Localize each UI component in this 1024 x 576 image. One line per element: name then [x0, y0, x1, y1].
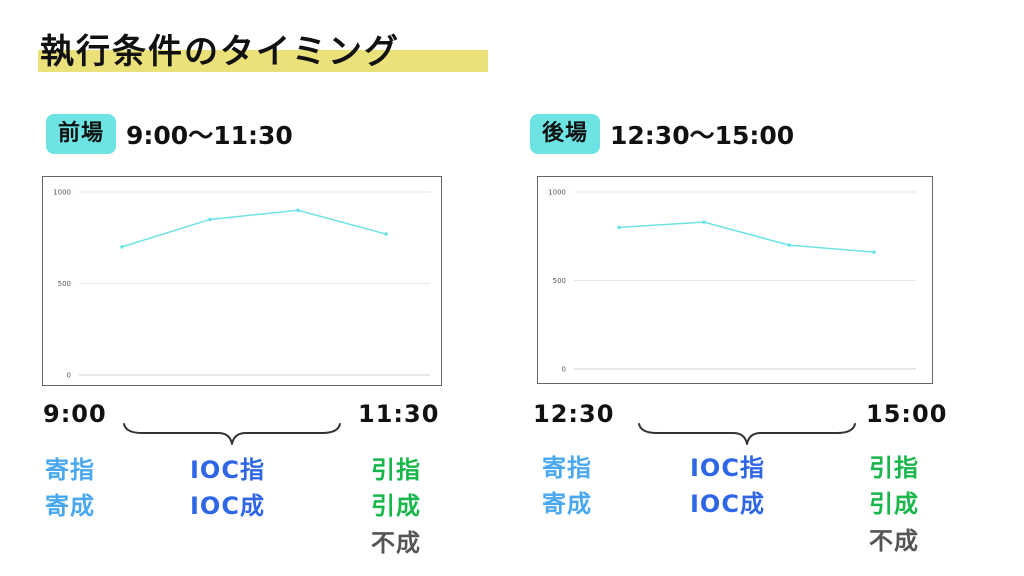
afternoon-chart-data-point — [702, 220, 706, 224]
morning-open-market: 寄成 — [45, 492, 95, 520]
afternoon-close-limit: 引指 — [869, 454, 919, 482]
afternoon-funari: 不成 — [869, 527, 919, 555]
morning-open-limit: 寄指 — [45, 456, 95, 484]
morning-session-badge: 前場 — [46, 114, 117, 154]
afternoon-session-header: 後場 12:30〜15:00 — [530, 113, 794, 155]
morning-chart-series-line — [121, 209, 387, 248]
afternoon-chart-data-point — [872, 250, 876, 254]
brace-icon — [638, 423, 856, 445]
afternoon-chart-y-tick-label: 0 — [562, 366, 566, 374]
afternoon-chart-data-point — [787, 243, 791, 247]
title-highlight — [38, 50, 488, 72]
morning-ioc-limit: IOC指 — [190, 456, 265, 484]
morning-ioc-market: IOC成 — [190, 492, 265, 520]
afternoon-chart-y-tick-label: 1000 — [548, 189, 566, 197]
afternoon-open-limit: 寄指 — [542, 454, 592, 482]
afternoon-chart-svg: 1000 500 0 — [548, 189, 916, 374]
morning-chart-data-point — [120, 245, 124, 249]
morning-chart-y-tick-label: 500 — [58, 280, 71, 288]
afternoon-close-market: 引成 — [869, 490, 919, 518]
morning-session-header: 前場 9:00〜11:30 — [46, 113, 293, 155]
morning-session-time: 9:00〜11:30 — [126, 121, 293, 150]
morning-end-time: 11:30 — [358, 400, 440, 428]
morning-chart: 1000 500 0 — [42, 176, 442, 386]
afternoon-start-time: 12:30 — [533, 400, 615, 428]
afternoon-chart: 1000 500 0 — [537, 176, 933, 384]
page-title: 執行条件のタイミング — [40, 32, 400, 72]
title-block: 執行条件のタイミング — [38, 22, 488, 74]
morning-start-time: 9:00 — [43, 400, 107, 428]
afternoon-ioc-market: IOC成 — [690, 490, 765, 518]
morning-chart-data-point — [296, 208, 300, 213]
morning-chart-svg: 1000 500 0 — [53, 189, 430, 380]
afternoon-chart-data-point — [617, 225, 621, 230]
morning-close-market: 引成 — [371, 492, 421, 520]
afternoon-chart-y-tick-label: 500 — [553, 277, 566, 285]
afternoon-session-time: 12:30〜15:00 — [610, 121, 795, 150]
afternoon-open-market: 寄成 — [542, 490, 592, 518]
morning-chart-y-tick-label: 0 — [67, 372, 71, 380]
morning-chart-data-point — [384, 232, 388, 236]
morning-close-limit: 引指 — [371, 456, 421, 484]
morning-funari: 不成 — [371, 529, 421, 557]
afternoon-session-badge: 後場 — [530, 114, 601, 154]
afternoon-ioc-limit: IOC指 — [690, 454, 765, 482]
brace-icon — [123, 423, 341, 445]
afternoon-chart-series-line — [618, 221, 875, 253]
morning-chart-data-point — [208, 217, 212, 222]
afternoon-end-time: 15:00 — [866, 400, 948, 428]
morning-chart-y-tick-label: 1000 — [53, 189, 71, 197]
